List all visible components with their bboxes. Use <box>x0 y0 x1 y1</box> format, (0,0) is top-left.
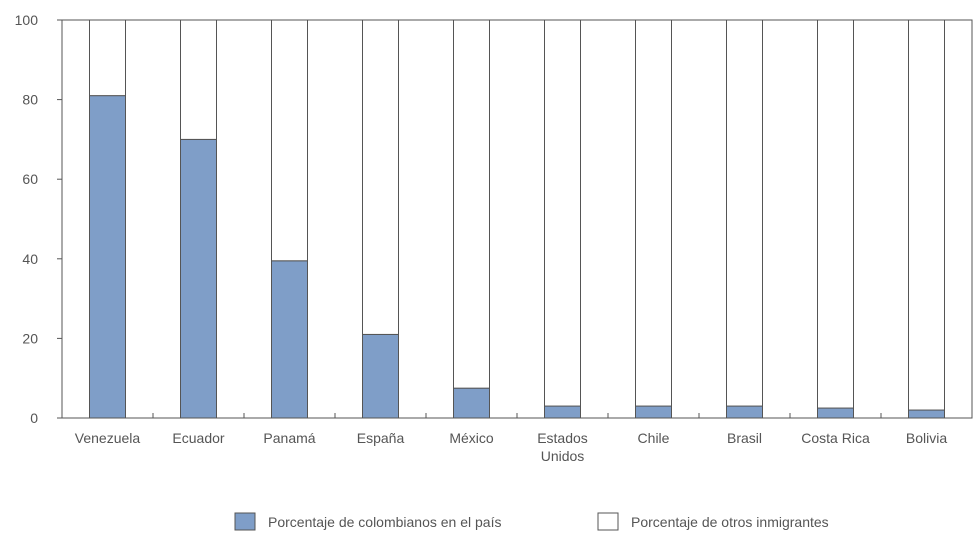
x-tick-label: México <box>449 430 494 446</box>
bar-otros-inmigrantes <box>362 19 399 335</box>
bar-colombianos <box>89 95 126 419</box>
x-tick-label: Panamá <box>263 430 315 446</box>
bar-colombianos <box>908 409 945 419</box>
x-tick-label: Chile <box>638 430 670 446</box>
legend-swatch <box>234 512 256 531</box>
bar-otros-inmigrantes <box>635 19 672 407</box>
bar-otros-inmigrantes <box>544 19 581 407</box>
x-tick-label: Costa Rica <box>801 430 870 446</box>
bar-colombianos <box>817 407 854 419</box>
bar-colombianos <box>271 260 308 419</box>
bar-otros-inmigrantes <box>271 19 308 262</box>
bar-colombianos <box>726 405 763 419</box>
bar-colombianos <box>180 138 217 419</box>
bar-otros-inmigrantes <box>89 19 126 97</box>
bar-colombianos <box>635 405 672 419</box>
bar-otros-inmigrantes <box>180 19 217 140</box>
legend: Porcentaje de colombianos en el país Porc… <box>234 512 829 531</box>
y-tick-label: 20 <box>22 330 38 346</box>
x-tick-label: España <box>357 430 405 446</box>
legend-entry: Porcentaje de otros inmigrantes <box>631 514 829 530</box>
y-tick-label: 100 <box>15 12 39 28</box>
bar-colombianos <box>362 333 399 419</box>
legend-entry: Porcentaje de colombianos en el país <box>268 514 501 530</box>
bar-colombianos <box>544 405 581 419</box>
y-tick-label: 0 <box>30 410 38 426</box>
x-tick-label: Ecuador <box>172 430 224 446</box>
bar-otros-inmigrantes <box>726 19 763 407</box>
legend-swatch <box>597 512 619 531</box>
bars <box>89 19 945 419</box>
y-tick-label: 80 <box>22 92 38 108</box>
y-tick-label: 60 <box>22 171 38 187</box>
bar-colombianos <box>453 387 490 419</box>
axes <box>57 19 973 419</box>
y-tick-label: 40 <box>22 251 38 267</box>
bar-otros-inmigrantes <box>453 19 490 389</box>
x-tick-label: Brasil <box>727 430 762 446</box>
labels: 0 20 40 60 80 100 Venezuela Ecuador Panamá España… <box>15 12 948 464</box>
bar-otros-inmigrantes <box>817 19 854 409</box>
bar-otros-inmigrantes <box>908 19 945 411</box>
x-tick-label: Estados Unidos <box>537 430 588 464</box>
x-tick-label: Bolivia <box>906 430 947 446</box>
x-tick-label: Venezuela <box>75 430 141 446</box>
